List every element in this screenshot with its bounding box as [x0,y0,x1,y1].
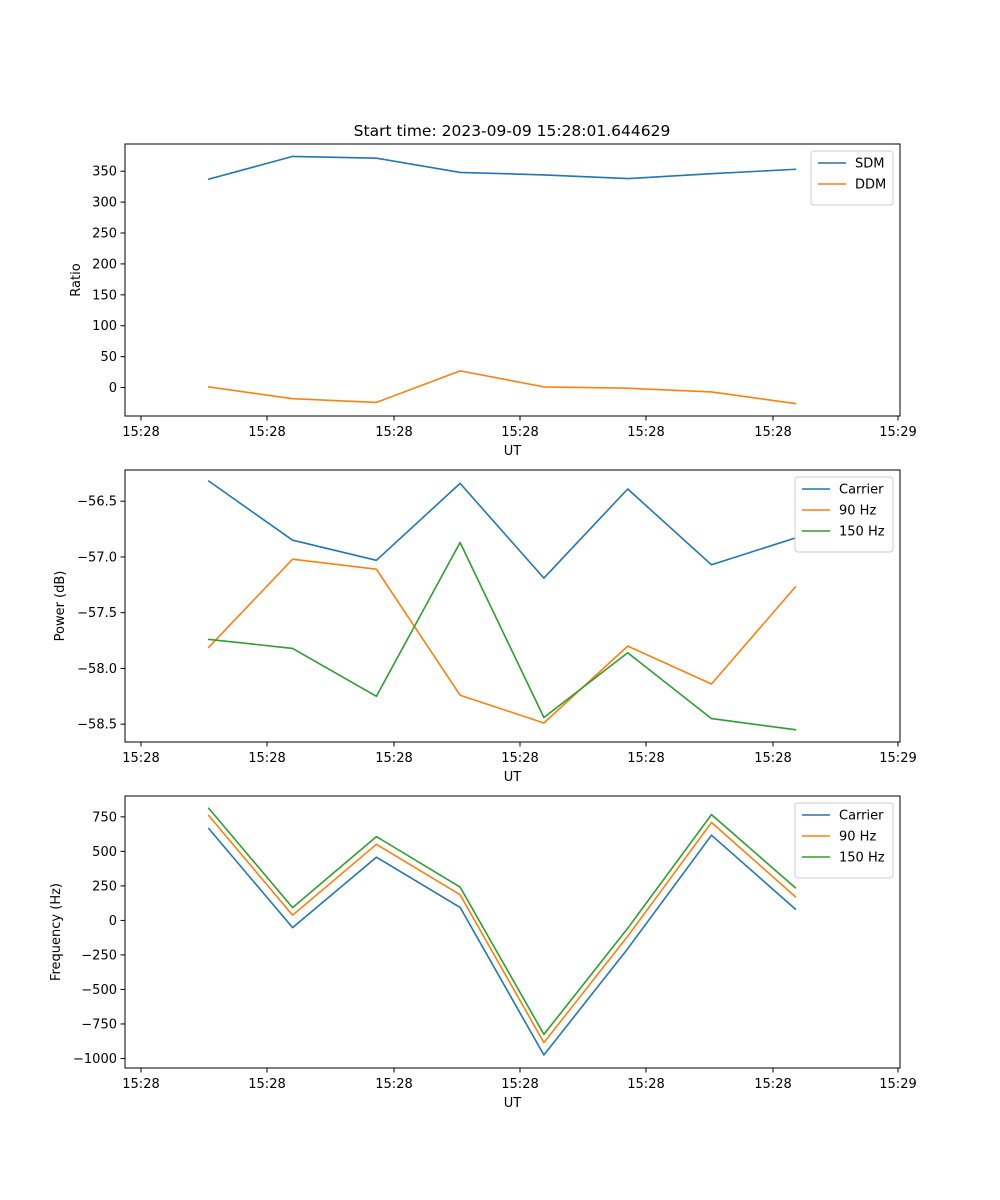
ratio-series-line-ddm [207,370,797,405]
frequency-y-tick-label: 750 [92,810,117,825]
ratio-x-tick-label: 15:28 [754,425,791,440]
power-x-tick-label: 15:29 [879,751,916,766]
power-x-tick-label: 15:28 [754,751,791,766]
power-x-tick-label: 15:28 [248,751,285,766]
frequency-subplot: 15:28 15:28 15:28 15:28 15:28 15:28 15:29 −1000… [49,795,917,1111]
power-x-tick-label: 15:28 [501,751,538,766]
frequency-y-tick-label: 500 [92,845,117,860]
power-y-tick-label: −57.5 [77,606,117,621]
power-legend-label: 150 Hz [839,525,885,540]
ratio-x-tick-label: 15:28 [627,425,664,440]
ratio-x-tick-label: 15:28 [375,425,412,440]
power-series-line-carrier [207,479,797,579]
frequency-legend-label: 150 Hz [839,851,885,866]
power-series-line-150-hz [207,541,797,731]
power-y-tick-label: −57.0 [77,550,117,565]
ratio-x-tick-label: 15:28 [248,425,285,440]
frequency-x-axis-label: UT [504,1096,522,1111]
power-legend-box [794,476,894,553]
power-legend-label: Carrier [839,483,884,498]
frequency-axes-frame [124,795,901,1069]
frequency-legend-box [794,802,894,879]
ratio-y-tick-label: 0 [109,381,117,396]
power-x-tick-label: 15:28 [627,751,664,766]
ratio-legend-label: DDM [855,178,886,193]
power-axes-frame [124,469,901,743]
frequency-x-tick-label: 15:29 [879,1077,916,1092]
frequency-y-tick-label: 0 [109,914,117,929]
ratio-axes-frame [124,143,901,417]
ratio-x-tick-label: 15:29 [879,425,916,440]
ratio-y-tick-label: 50 [100,350,117,365]
power-series-line-90-hz [207,558,797,724]
frequency-x-tick-label: 15:28 [248,1077,285,1092]
ratio-legend-label: SDM [855,157,884,172]
power-y-tick-label: −58.5 [77,718,117,733]
frequency-legend: Carrier 90 Hz 150 Hz [794,802,894,879]
frequency-series-line-carrier [207,827,797,1056]
figure-title: Start time: 2023-09-09 15:28:01.644629 [354,122,671,140]
ratio-legend: SDM DDM [810,150,894,206]
frequency-y-tick-label: −500 [81,983,117,998]
frequency-y-tick-label: −1000 [73,1052,117,1067]
power-subplot: 15:28 15:28 15:28 15:28 15:28 15:28 15:29 −58.5… [53,469,917,785]
ratio-x-tick-label: 15:28 [122,425,159,440]
frequency-legend-label: 90 Hz [839,830,876,845]
ratio-x-tick-label: 15:28 [501,425,538,440]
frequency-x-tick-label: 15:28 [501,1077,538,1092]
frequency-x-tick-label: 15:28 [754,1077,791,1092]
power-y-axis-label: Power (dB) [53,571,68,642]
frequency-legend-label: Carrier [839,809,884,824]
ratio-y-tick-label: 150 [92,288,117,303]
power-y-tick-label: −58.0 [77,662,117,677]
frequency-y-tick-label: 250 [92,879,117,894]
power-legend-label: 90 Hz [839,504,876,519]
ratio-legend-box [810,150,894,206]
ratio-subplot: 15:28 15:28 15:28 15:28 15:28 15:28 15:29 0 50 10… [69,143,917,459]
ratio-y-tick-label: 350 [92,165,117,180]
ratio-y-axis-label: Ratio [69,263,84,296]
power-y-tick-label: −56.5 [77,495,117,510]
power-x-tick-label: 15:28 [375,751,412,766]
ratio-y-tick-label: 100 [92,319,117,334]
frequency-y-axis-label: Frequency (Hz) [49,883,64,981]
ratio-y-tick-label: 300 [92,196,117,211]
power-legend: Carrier 90 Hz 150 Hz [794,476,894,553]
ratio-x-axis-label: UT [504,444,522,459]
ratio-y-tick-label: 200 [92,257,117,272]
frequency-series-line-150-hz [207,807,797,1036]
frequency-series-line-90-hz [207,814,797,1044]
frequency-x-tick-label: 15:28 [627,1077,664,1092]
frequency-x-tick-label: 15:28 [375,1077,412,1092]
ratio-series-line-sdm [207,155,797,181]
ratio-y-tick-label: 250 [92,227,117,242]
frequency-x-tick-label: 15:28 [122,1077,159,1092]
power-x-tick-label: 15:28 [122,751,159,766]
frequency-y-tick-label: −750 [81,1017,117,1032]
power-x-axis-label: UT [504,770,522,785]
frequency-y-tick-label: −250 [81,948,117,963]
